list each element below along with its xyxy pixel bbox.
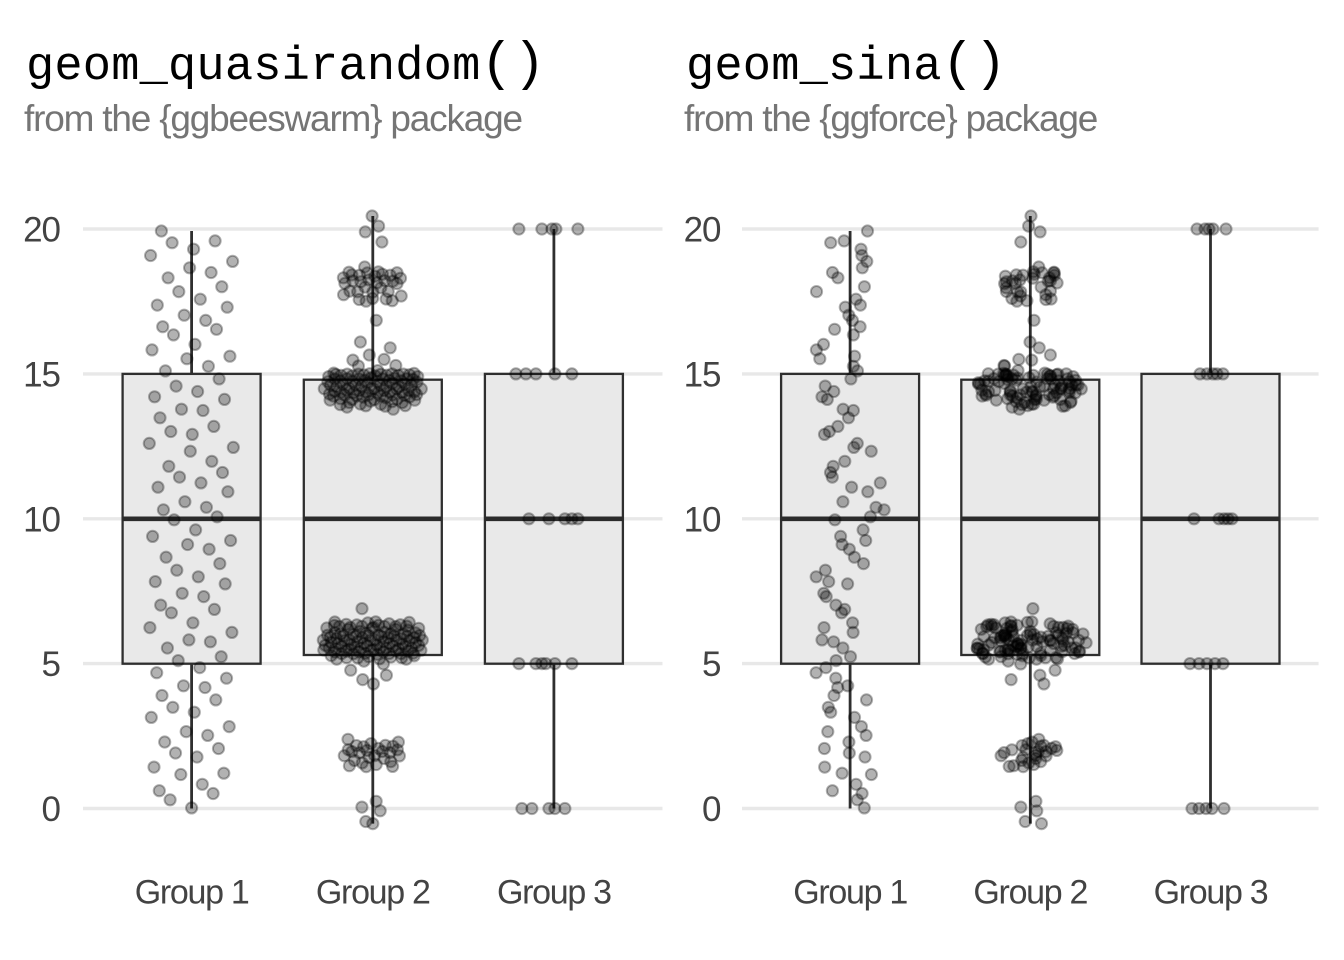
svg-text:Group 3: Group 3 xyxy=(1154,874,1268,912)
svg-text:Group 1: Group 1 xyxy=(135,874,249,912)
svg-text:5: 5 xyxy=(702,645,720,684)
svg-text:10: 10 xyxy=(684,500,721,539)
svg-text:20: 20 xyxy=(23,211,60,250)
svg-text:Group 2: Group 2 xyxy=(973,874,1087,912)
svg-text:from the {ggbeeswarm} package: from the {ggbeeswarm} package xyxy=(24,98,522,139)
svg-text:15: 15 xyxy=(23,356,60,395)
svg-text:Group 2: Group 2 xyxy=(316,874,430,912)
svg-text:10: 10 xyxy=(23,500,60,539)
svg-text:Group 1: Group 1 xyxy=(793,874,907,912)
svg-text:Group 3: Group 3 xyxy=(497,874,611,912)
svg-text:15: 15 xyxy=(684,356,721,395)
svg-text:5: 5 xyxy=(42,645,60,684)
svg-text:0: 0 xyxy=(702,790,721,829)
svg-text:geom_sina(): geom_sina() xyxy=(686,35,1007,96)
svg-text:from the {ggforce} package: from the {ggforce} package xyxy=(684,98,1097,139)
svg-text:geom_quasirandom(): geom_quasirandom() xyxy=(26,35,546,96)
svg-text:0: 0 xyxy=(42,790,61,829)
svg-text:20: 20 xyxy=(684,211,721,250)
